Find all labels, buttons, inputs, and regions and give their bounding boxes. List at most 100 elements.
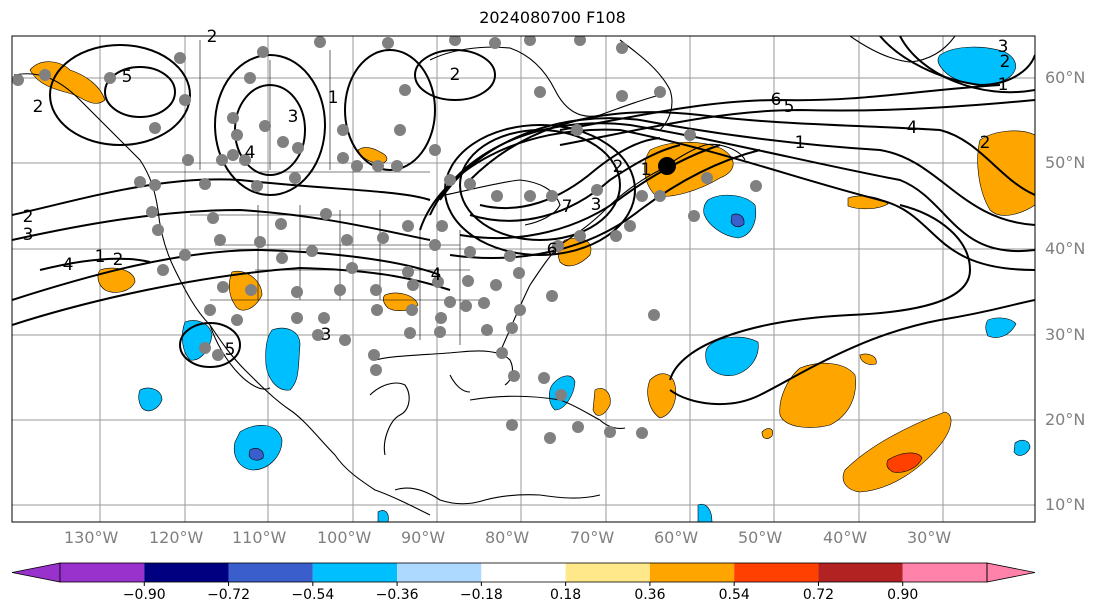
station-marker	[636, 427, 648, 439]
contour-label: 2	[33, 97, 44, 117]
station-marker	[506, 419, 518, 431]
station-marker	[514, 304, 526, 316]
longitude-label: 100°W	[317, 528, 372, 547]
station-marker	[449, 36, 461, 46]
station-marker	[406, 304, 418, 316]
station-marker	[496, 347, 508, 359]
station-marker	[407, 279, 419, 291]
contour-line	[899, 36, 1035, 94]
station-marker	[370, 284, 382, 296]
station-marker	[538, 372, 550, 384]
blue-shading	[730, 213, 745, 228]
light-blue-shading	[697, 503, 713, 522]
station-marker	[244, 72, 256, 84]
contour-line	[879, 36, 1035, 87]
station-marker	[491, 190, 503, 202]
reference-marker	[658, 157, 676, 175]
contour-line	[429, 122, 1035, 253]
station-marker	[534, 86, 546, 98]
contour-label: 4	[431, 265, 442, 285]
contour-label: 5	[784, 97, 795, 117]
light-blue-shading	[265, 327, 301, 391]
station-marker	[318, 312, 330, 324]
station-marker	[399, 84, 411, 96]
colorbar-tick-label: −0.36	[375, 587, 419, 603]
station-marker	[12, 74, 24, 86]
contour-line	[12, 248, 441, 301]
station-markers	[12, 36, 762, 444]
station-marker	[337, 152, 349, 164]
station-marker	[544, 432, 556, 444]
contour-label: 5	[122, 67, 133, 87]
orange-shading	[644, 141, 734, 197]
contour-label: 4	[63, 255, 74, 275]
station-marker	[574, 230, 586, 242]
longitude-label: 120°W	[149, 528, 204, 547]
station-marker	[216, 154, 228, 166]
contour-line	[414, 49, 496, 101]
contour-line	[444, 124, 636, 256]
contour-label: 4	[907, 118, 918, 138]
station-marker	[436, 220, 448, 232]
station-marker	[391, 160, 403, 172]
station-marker	[429, 239, 441, 251]
station-marker	[636, 190, 648, 202]
station-marker	[39, 69, 51, 81]
station-marker	[591, 184, 603, 196]
contour-line	[669, 299, 1035, 406]
station-marker	[306, 245, 318, 257]
station-marker	[257, 46, 269, 58]
station-marker	[604, 426, 616, 438]
station-marker	[394, 124, 406, 136]
latitude-label: 60°N	[1045, 68, 1086, 87]
latitude-label: 10°N	[1045, 495, 1086, 514]
station-marker	[372, 160, 384, 172]
light-blue-shading	[985, 317, 1017, 338]
contour-line	[419, 128, 1035, 271]
light-blue-shading	[233, 425, 283, 471]
station-marker	[750, 180, 762, 192]
contour-label: 3	[321, 325, 332, 345]
station-marker	[289, 172, 301, 184]
station-marker	[291, 312, 303, 324]
latitude-label: 40°N	[1045, 239, 1086, 258]
contour-label: 2	[1000, 52, 1011, 72]
station-marker	[259, 120, 271, 132]
contour-label: 3	[23, 225, 34, 245]
colorbar-tick-label: −0.54	[291, 587, 335, 603]
station-marker	[464, 178, 476, 190]
station-marker	[334, 284, 346, 296]
station-marker	[546, 190, 558, 202]
station-marker	[435, 312, 447, 324]
station-marker	[574, 36, 586, 46]
contour-label: 4	[245, 143, 256, 163]
station-marker	[254, 236, 266, 248]
station-marker	[429, 144, 441, 156]
station-marker	[276, 252, 288, 264]
station-marker	[227, 112, 239, 124]
station-marker	[199, 342, 211, 354]
contour-line	[49, 44, 191, 146]
light-blue-shading	[377, 510, 389, 522]
station-marker	[402, 266, 414, 278]
station-marker	[346, 262, 358, 274]
colorbar-segment	[565, 563, 650, 582]
contour-label: 2	[23, 207, 34, 227]
station-marker	[227, 149, 239, 161]
station-marker	[688, 210, 700, 222]
station-marker	[434, 326, 446, 338]
station-marker	[337, 124, 349, 136]
station-marker	[146, 206, 158, 218]
contour-label: 2	[450, 65, 461, 85]
station-marker	[654, 190, 666, 202]
station-marker	[179, 94, 191, 106]
contour-line	[12, 266, 451, 326]
contour-label: 3	[998, 37, 1009, 57]
station-marker	[701, 172, 713, 184]
station-marker	[478, 297, 490, 309]
station-marker	[231, 314, 243, 326]
station-marker	[616, 90, 628, 102]
station-marker	[341, 234, 353, 246]
longitude-label: 90°W	[401, 528, 446, 547]
colorbar-tick-label: −0.90	[122, 587, 166, 603]
